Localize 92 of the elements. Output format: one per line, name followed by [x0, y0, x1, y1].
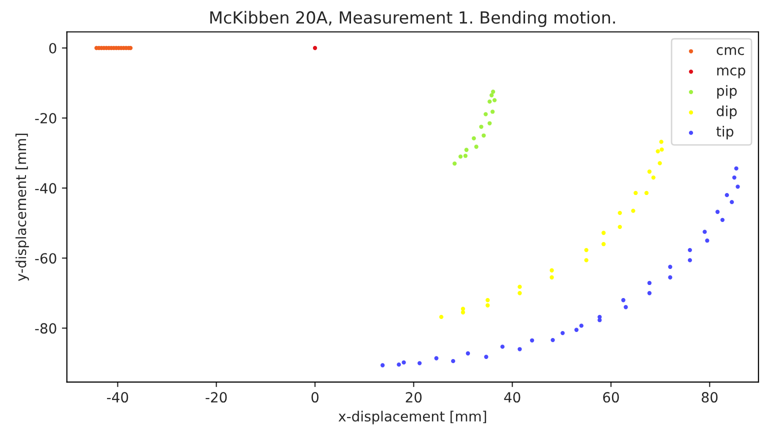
- legend-label: mcp: [717, 68, 746, 78]
- point: [518, 347, 522, 352]
- point: [647, 280, 652, 286]
- point: [668, 264, 672, 269]
- point: [482, 133, 486, 138]
- point: [488, 99, 492, 104]
- point: [518, 284, 522, 289]
- point: [647, 170, 652, 174]
- point: [647, 291, 652, 296]
- point: [500, 344, 505, 349]
- point: [474, 144, 478, 149]
- x-tick-label: 60: [603, 392, 619, 403]
- point: [621, 298, 626, 302]
- point: [659, 140, 664, 144]
- point: [492, 98, 497, 102]
- legend-label: pip: [717, 85, 737, 99]
- y-tick-label: -80: [35, 323, 56, 334]
- point: [730, 200, 734, 204]
- point: [486, 303, 490, 308]
- point: [734, 166, 738, 171]
- x-tick-label: 40: [504, 392, 520, 403]
- point: [490, 93, 494, 98]
- point: [668, 275, 672, 280]
- point: [530, 338, 534, 342]
- point: [466, 351, 470, 356]
- point: [720, 218, 725, 222]
- point: [491, 90, 496, 94]
- point: [396, 362, 401, 367]
- y-tick-label: -40: [35, 183, 56, 194]
- point: [602, 242, 606, 246]
- x-tick-label: 80: [702, 392, 718, 403]
- point: [463, 154, 468, 158]
- point: [656, 149, 660, 154]
- chart-title: McKibben 20A, Measurement 1. Bending motion.: [210, 10, 615, 28]
- point: [644, 190, 649, 196]
- x-tick-label: 20: [406, 392, 422, 403]
- point: [584, 258, 588, 262]
- point: [490, 110, 495, 114]
- point: [380, 363, 385, 368]
- y-tick-label: -20: [35, 112, 56, 124]
- point: [634, 190, 638, 196]
- point: [312, 46, 318, 50]
- point: [732, 175, 736, 180]
- legend-label: cmc: [716, 47, 744, 56]
- point: [488, 121, 492, 126]
- point: [439, 314, 444, 320]
- point: [486, 298, 490, 302]
- point: [631, 208, 636, 213]
- point: [736, 184, 740, 189]
- y-tick-label: -60: [35, 253, 56, 264]
- point: [484, 354, 488, 359]
- point: [584, 248, 588, 252]
- point: [560, 330, 565, 336]
- legend-label: tip: [716, 126, 734, 140]
- y-axis-title: y-displacement [mm]: [15, 134, 29, 282]
- point: [550, 338, 555, 342]
- point: [418, 361, 422, 366]
- legend-label: dip: [716, 106, 737, 119]
- point: [715, 210, 720, 214]
- point: [602, 230, 606, 235]
- point: [458, 154, 463, 159]
- point: [452, 161, 457, 166]
- point: [651, 175, 656, 180]
- point: [550, 275, 554, 280]
- point: [658, 161, 662, 166]
- point: [688, 248, 692, 252]
- point: [479, 124, 484, 129]
- point: [579, 324, 584, 328]
- x-axis-title: x-displacement [mm]: [338, 410, 486, 424]
- point: [624, 305, 628, 310]
- point: [460, 310, 466, 314]
- x-tick-label: -20: [206, 392, 227, 403]
- point: [464, 148, 469, 152]
- point: [688, 258, 692, 262]
- x-tick-label: -40: [107, 392, 128, 403]
- point: [702, 230, 707, 234]
- point: [472, 136, 476, 140]
- point: [434, 356, 438, 360]
- point: [618, 224, 622, 230]
- point: [724, 192, 729, 198]
- point: [451, 358, 456, 364]
- point: [705, 238, 710, 243]
- point: [550, 268, 554, 272]
- point: [598, 318, 602, 322]
- point: [402, 360, 406, 365]
- point: [618, 210, 622, 216]
- x-tick-label: 0: [312, 392, 319, 403]
- point: [518, 291, 522, 296]
- point: [484, 112, 488, 116]
- point: [574, 328, 579, 332]
- y-tick-label: 0: [49, 42, 56, 54]
- point: [660, 147, 664, 152]
